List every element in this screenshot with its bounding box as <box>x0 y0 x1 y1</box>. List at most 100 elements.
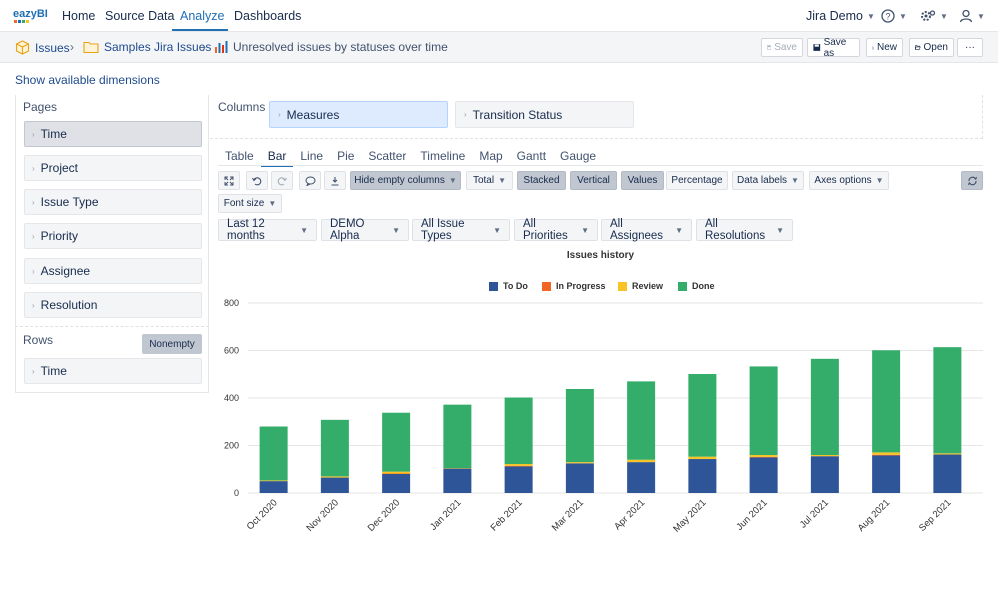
page-dim-project[interactable]: › Project <box>24 155 202 181</box>
chevron-down-icon: ▼ <box>899 11 907 21</box>
filter-label: All Priorities <box>523 218 568 242</box>
stacked-toggle[interactable]: Stacked <box>517 171 566 190</box>
tab-scatter[interactable]: Scatter <box>368 149 407 163</box>
legend-label: Done <box>692 281 715 291</box>
dim-label: Time <box>40 364 67 378</box>
chevron-down-icon: ▼ <box>498 176 507 185</box>
breadcrumb-folder[interactable]: Samples Jira Issues <box>83 40 211 54</box>
legend-item-done[interactable]: Done <box>678 281 715 291</box>
data-labels-dropdown[interactable]: Data labels ▼ <box>732 171 804 190</box>
x-tick-label: Jul 2021 <box>798 497 831 530</box>
chevron-down-icon: ▼ <box>791 176 799 185</box>
option-label: Axes options <box>814 175 872 186</box>
tab-bar[interactable]: Bar <box>260 147 294 167</box>
chart-title: Issues history <box>566 250 635 261</box>
save-as-button[interactable]: Save as <box>807 36 860 59</box>
total-dropdown[interactable]: Total ▼ <box>466 171 513 190</box>
row-dim-time[interactable]: › Time <box>24 358 202 384</box>
chevron-down-icon: ▼ <box>940 11 948 21</box>
chevron-down-icon: ▼ <box>392 225 400 235</box>
x-tick-label: Feb 2021 <box>489 497 525 533</box>
bar-segment <box>627 459 656 463</box>
page-dim-issue-type[interactable]: › Issue Type <box>24 189 202 215</box>
filter-resolution[interactable]: All Resolutions ▼ <box>696 218 793 242</box>
user-menu[interactable]: ▼ <box>959 9 985 23</box>
tab-line[interactable]: Line <box>300 149 324 163</box>
open-button[interactable]: Open <box>909 38 954 57</box>
tab-gauge[interactable]: Gauge <box>560 149 597 163</box>
comment-icon <box>305 176 315 186</box>
chevron-down-icon: ▼ <box>493 225 501 235</box>
more-icon: ··· <box>965 42 975 53</box>
tab-table[interactable]: Table <box>225 149 254 163</box>
page-dim-resolution[interactable]: › Resolution <box>24 292 202 318</box>
breadcrumb-issues[interactable]: Issues <box>15 40 70 55</box>
chevron-right-icon: › <box>70 40 74 54</box>
legend-item-review[interactable]: Review <box>618 281 663 291</box>
filter-assignee[interactable]: All Assignees ▼ <box>601 218 692 242</box>
nav-analyze[interactable]: Analyze <box>180 9 225 23</box>
nonempty-toggle[interactable]: Nonempty <box>142 334 202 354</box>
filter-project[interactable]: DEMO Alpha ▼ <box>321 218 409 242</box>
legend-item-in-progress[interactable]: In Progress <box>542 281 606 291</box>
save-as-label: Save as <box>823 36 847 59</box>
more-button[interactable]: ··· <box>957 38 983 57</box>
tab-pie[interactable]: Pie <box>337 149 355 163</box>
help-menu[interactable]: ? ▼ <box>881 9 907 23</box>
filter-label: All Assignees <box>610 218 664 242</box>
page-dim-time[interactable]: › Time <box>24 121 202 147</box>
vertical-toggle[interactable]: Vertical <box>570 171 617 190</box>
option-label: Hide empty columns <box>354 175 445 186</box>
page-dim-assignee[interactable]: › Assignee <box>24 258 202 284</box>
nav-dashboards[interactable]: Dashboards <box>234 9 302 23</box>
account-menu[interactable]: Jira Demo ▼ <box>806 9 875 23</box>
chevron-down-icon: ▼ <box>675 225 683 235</box>
filter-priority[interactable]: All Priorities ▼ <box>514 218 598 242</box>
show-dimensions-link[interactable]: Show available dimensions <box>15 73 160 87</box>
axes-options-dropdown[interactable]: Axes options ▼ <box>809 171 889 190</box>
x-tick-label: Aug 2021 <box>856 497 893 534</box>
bar-segment <box>565 463 594 493</box>
bar-segment <box>688 374 717 457</box>
refresh-button[interactable] <box>961 171 983 190</box>
nav-source-data[interactable]: Source Data <box>105 9 175 23</box>
filter-time[interactable]: Last 12 months ▼ <box>218 218 317 242</box>
bar-segment <box>382 474 411 493</box>
export-button[interactable] <box>324 171 346 190</box>
eazybi-logo[interactable]: eazyBI <box>13 6 49 26</box>
chart-type-tabs: Table Bar Line Pie Scatter Timeline Map … <box>218 147 603 167</box>
legend-item-todo[interactable]: To Do <box>489 281 528 291</box>
font-size-dropdown[interactable]: Font size ▼ <box>218 194 282 213</box>
bar-segment <box>443 468 472 469</box>
filter-issue-type[interactable]: All Issue Types ▼ <box>412 218 510 242</box>
dim-label: Transition Status <box>472 107 563 122</box>
x-tick-label: Dec 2020 <box>366 497 403 534</box>
column-dim-transition-status[interactable]: › Transition Status <box>455 101 634 128</box>
bar-segment <box>688 459 717 493</box>
values-toggle[interactable]: Values <box>621 171 664 190</box>
nav-home[interactable]: Home <box>62 9 96 23</box>
fullscreen-button[interactable] <box>218 171 240 190</box>
tab-map[interactable]: Map <box>479 149 503 163</box>
settings-menu[interactable]: ▼ <box>920 9 948 23</box>
open-label: Open <box>923 42 948 53</box>
comment-button[interactable] <box>299 171 321 190</box>
tab-timeline[interactable]: Timeline <box>420 149 466 163</box>
dim-label: Issue Type <box>40 195 99 209</box>
hide-empty-columns-dropdown[interactable]: Hide empty columns ▼ <box>350 171 461 190</box>
undo-button[interactable] <box>246 171 268 190</box>
cube-icon <box>15 40 30 55</box>
bar-segment <box>443 468 472 493</box>
redo-button[interactable] <box>271 171 293 190</box>
percentage-toggle[interactable]: Percentage <box>666 171 728 190</box>
save-button[interactable]: Save <box>761 38 803 57</box>
chevron-right-icon: › <box>32 266 35 276</box>
bar-segment <box>504 464 533 466</box>
dim-label: Priority <box>40 229 79 243</box>
legend-swatch <box>678 281 687 291</box>
column-dim-measures[interactable]: › Measures <box>269 101 448 128</box>
page-dim-priority[interactable]: › Priority <box>24 223 202 249</box>
tab-gantt[interactable]: Gantt <box>516 149 547 163</box>
dim-label: Time <box>40 127 67 141</box>
new-button[interactable]: New <box>866 38 903 57</box>
